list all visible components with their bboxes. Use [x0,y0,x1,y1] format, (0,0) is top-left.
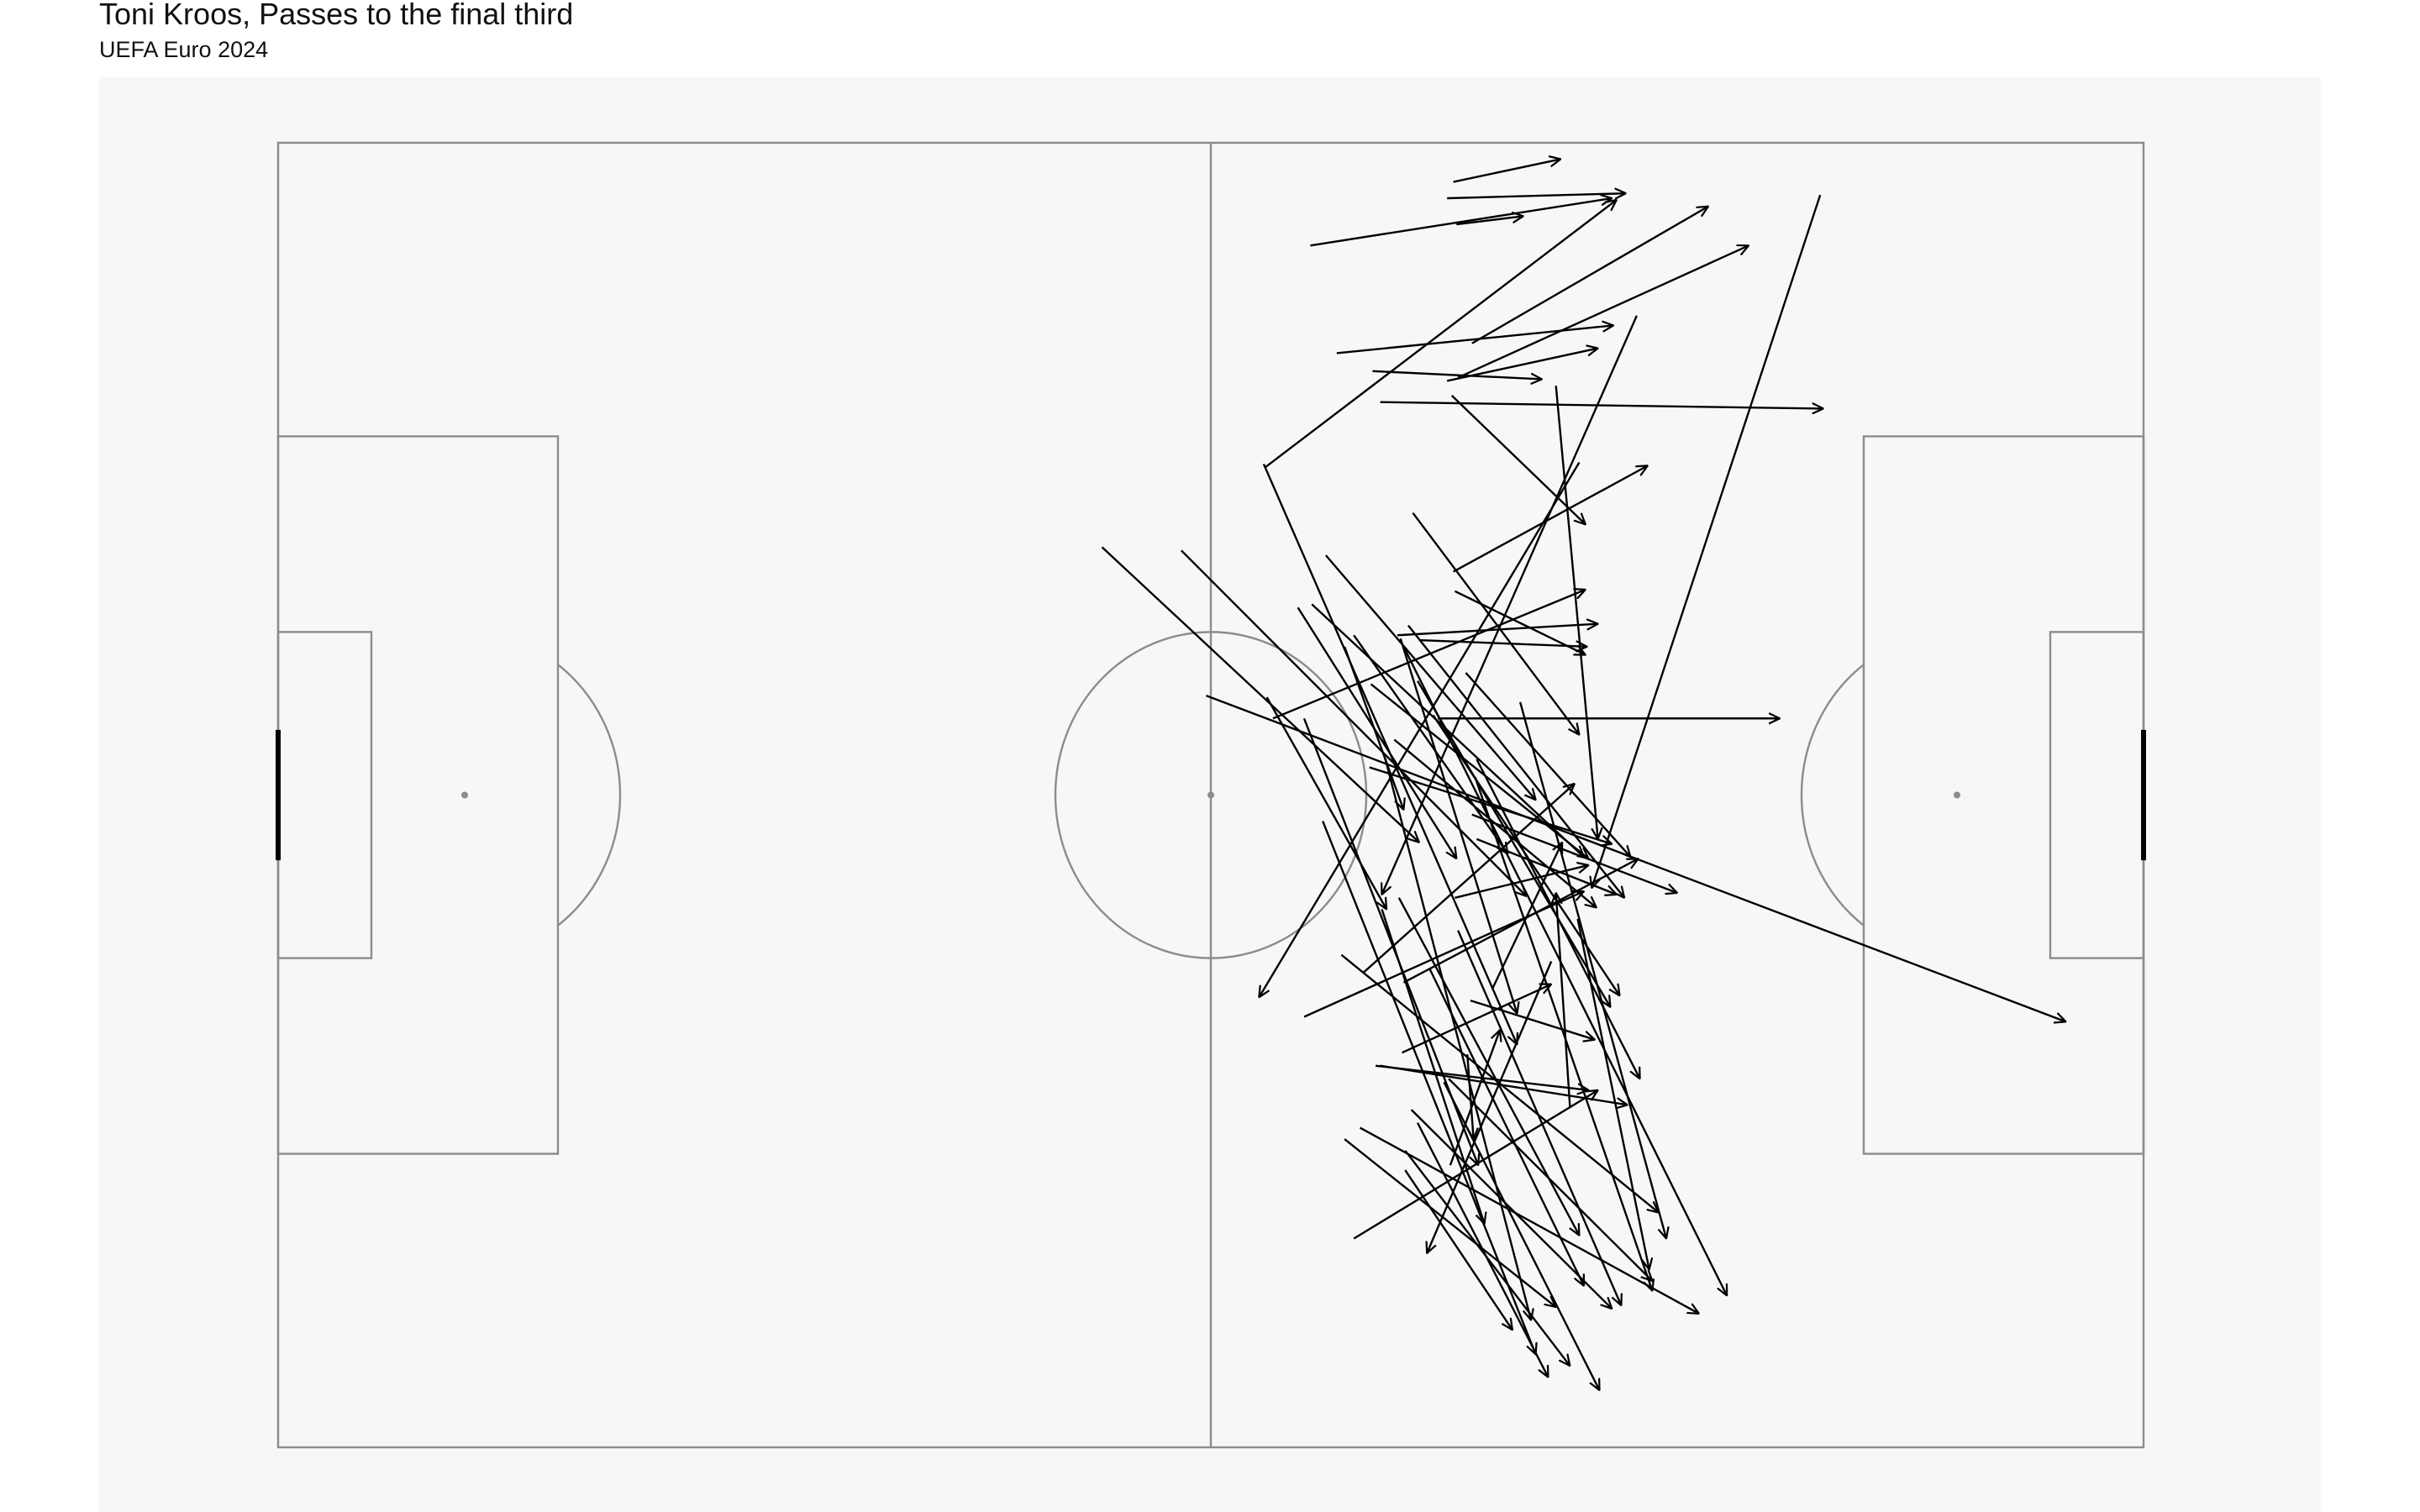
pass-arrow-66 [1402,646,1727,1296]
pitch-markings [276,141,2146,1449]
pass-arrow-38 [1362,784,1575,974]
pass-arrow-65 [1324,554,1536,800]
pass-arrow-19 [1101,546,1419,842]
pass-arrow-9 [1336,325,1613,354]
pass-arrow-34 [1399,638,1518,1013]
pitch-map [276,141,2146,1449]
pass-arrow-3 [1456,216,1523,226]
pass-arrow-52 [1428,969,1584,1286]
pass-arrow-30 [1272,590,1586,720]
pass-arrow-51 [1397,897,1580,1236]
pass-arrow-29 [1259,461,1581,997]
pass-arrow-59 [1322,821,1535,1355]
pass-arrow-13 [1453,465,1648,573]
pass-arrow-39 [1402,858,1638,984]
pass-arrows [1101,159,2066,1390]
pass-arrow-49 [1474,776,1653,1290]
pass-arrow-64 [1302,717,1478,1165]
right-six-yard-box [2049,631,2145,959]
pass-arrow-71 [1466,1054,1473,1139]
pass-arrow-10 [1372,370,1542,380]
right-penalty-area [1862,435,2145,1155]
pass-arrow-1 [1453,159,1561,183]
pass-arrow-25 [1465,672,1630,857]
pass-arrow-15 [1454,590,1585,655]
pass-arrow-17 [1418,638,1587,647]
pass-arrow-4 [1310,198,1612,247]
pass-arrow-78 [1556,893,1571,1107]
pass-arrow-57 [1416,1122,1548,1378]
pass-arrow-50 [1384,757,1531,1320]
pass-arrow-41 [1491,843,1562,990]
right-penalty-spot [1954,791,1960,799]
pass-arrow-42 [1402,984,1552,1054]
pass-arrow-11 [1380,401,1823,409]
pass-arrow-21 [1353,634,1507,853]
left-penalty-arc [557,664,622,927]
pass-arrow-33 [1343,646,1403,810]
pass-arrow-54 [1410,1109,1612,1309]
pass-arrow-48 [1449,1030,1500,1166]
left-six-yard-box [276,631,373,959]
pass-arrow-5 [1265,200,1617,469]
pass-arrow-24 [1407,624,1624,898]
pass-arrow-75 [1427,961,1553,1253]
centre-circle [1054,631,1368,959]
pass-arrow-74 [1471,813,1677,893]
pass-arrow-60 [1457,930,1621,1305]
pass-arrow-28 [1382,315,1638,895]
pass-arrow-31 [1265,696,1386,909]
pass-arrow-76 [1181,549,1527,896]
right-penalty-arc [1800,664,1865,927]
pass-arrow-12 [1450,395,1586,524]
pass-arrow-70 [1576,918,1649,1269]
pass-arrow-72 [1404,1169,1512,1330]
pass-arrow-20 [1297,606,1457,858]
pitch-panel [99,77,2321,1512]
pass-arrow-2 [1447,193,1626,198]
pass-arrow-14 [1412,512,1580,735]
left-penalty-spot [461,791,468,799]
chart-subtitle: UEFA Euro 2024 [99,37,269,62]
pass-arrow-23 [1370,683,1589,858]
pass-arrow-56 [1448,1078,1652,1281]
centre-spot [1207,791,1214,799]
pass-arrow-27 [1591,194,1822,888]
pass-arrow-6 [1471,207,1708,344]
pass-arrow-73 [1360,1126,1699,1314]
left-penalty-area [276,435,560,1155]
pass-arrow-68 [1518,701,1666,1239]
chart-title: Toni Kroos, Passes to the final third [99,0,574,31]
pass-arrow-26 [1555,386,1598,839]
pass-arrow-69 [1417,680,1610,1007]
pass-arrow-55 [1344,1138,1556,1307]
pass-arrow-45 [1353,1090,1597,1240]
pass-arrow-7 [1457,245,1749,379]
pass-arrow-77 [1206,694,2065,1021]
